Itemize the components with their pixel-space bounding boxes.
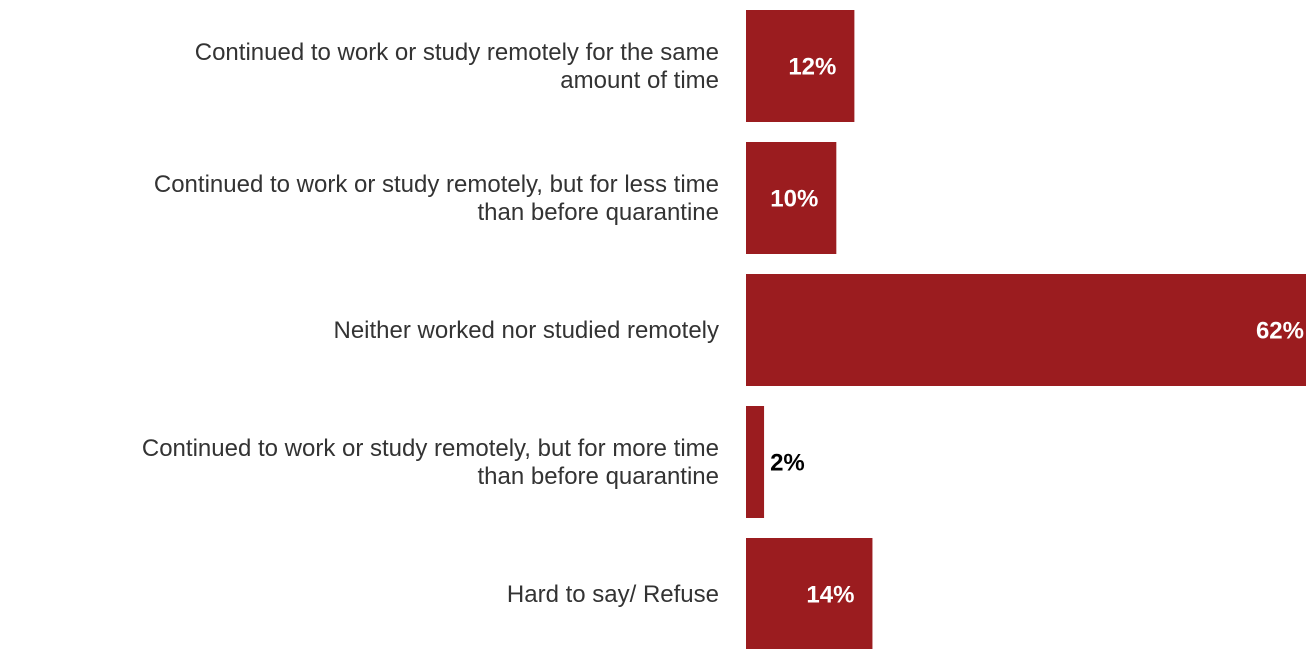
value-label-1: 12%: [788, 53, 836, 80]
bar-3: [746, 274, 1306, 386]
category-label-4: Continued to work or study remotely, but…: [142, 435, 719, 490]
category-label-1: Continued to work or study remotely for …: [195, 39, 719, 94]
bar-5: [746, 538, 873, 649]
category-label-3: Neither worked nor studied remotely: [333, 317, 719, 344]
bar-2: [746, 142, 837, 254]
bar-4: [746, 406, 765, 518]
value-label-5: 14%: [806, 581, 854, 608]
category-label-5: Hard to say/ Refuse: [507, 581, 719, 608]
category-label-2: Continued to work or study remotely, but…: [154, 171, 719, 226]
value-label-4: 2%: [770, 449, 805, 476]
value-label-2: 10%: [770, 185, 818, 212]
value-label-3: 62%: [1256, 317, 1304, 344]
bar-1: [746, 10, 855, 122]
